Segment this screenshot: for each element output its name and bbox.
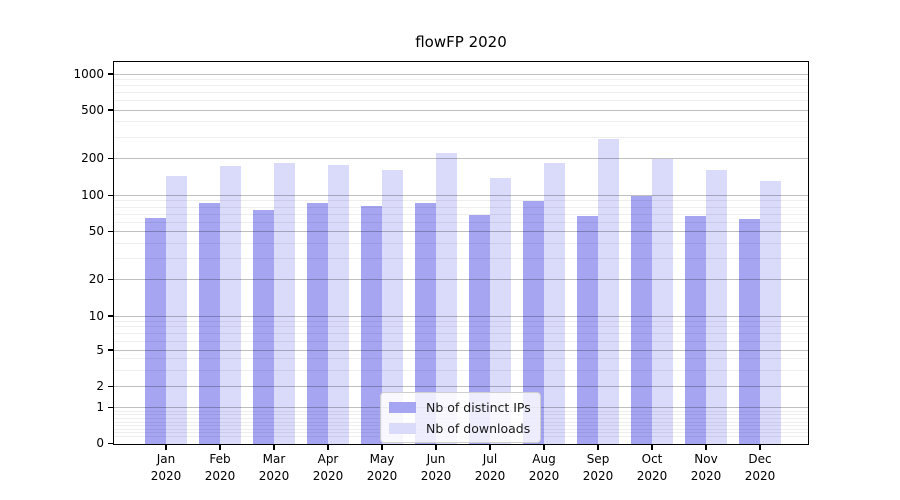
y-tick-label-5: 5 [96,342,104,357]
bar-downloads-jan [166,175,187,445]
y-tick-20 [107,278,113,281]
x-tick-label-oct: Oct 2020 [636,452,668,483]
bar-distinct-ips-dec [739,219,760,445]
y-tick-5 [107,349,113,351]
bar-distinct-ips-may [361,205,382,445]
x-tick-label-apr: Apr 2020 [312,452,344,483]
bar-downloads-jun [436,152,457,445]
legend: Nb of distinct IPs Nb of downloads [380,392,541,443]
bar-distinct-ips-sep [577,215,598,445]
legend-swatch-distinct-ips [389,401,416,413]
bar-distinct-ips-oct [631,195,652,445]
y-tick-10 [107,315,113,317]
y-tick-label-200: 200 [81,151,104,165]
bar-downloads-feb [220,165,241,445]
legend-item-distinct-ips: Nb of distinct IPs [389,398,531,416]
y-tick-0 [107,442,113,445]
y-tick-label-50: 50 [88,224,104,238]
bar-distinct-ips-mar [253,209,274,445]
y-tick-200 [107,157,113,160]
x-tick-label-may: May 2020 [366,452,398,483]
bar-downloads-may [382,170,403,445]
bar-downloads-mar [274,162,295,445]
bar-downloads-aug [544,162,565,445]
x-tick-jul [489,445,491,450]
gridline-y-300 [113,136,809,138]
x-tick-label-aug: Aug 2020 [528,452,560,483]
x-tick-mar [273,445,275,450]
y-tick-label-100: 100 [81,188,104,202]
gridline-y-200 [113,158,809,159]
bar-downloads-nov [706,170,727,445]
y-tick-50 [107,230,113,233]
bar-distinct-ips-apr [307,203,328,445]
legend-item-downloads: Nb of downloads [389,419,531,437]
x-tick-label-sep: Sep 2020 [582,452,614,483]
x-tick-label-jul: Jul 2020 [474,452,506,483]
gridline-y-900 [113,78,809,80]
x-tick-sep [597,445,599,450]
bar-distinct-ips-jan [145,217,166,445]
gridline-y-400 [113,121,809,123]
x-tick-label-jan: Jan 2020 [150,452,182,483]
bar-downloads-sep [598,138,619,445]
x-tick-aug [543,445,545,450]
bar-distinct-ips-aug [523,200,544,445]
bar-downloads-oct [652,159,673,445]
y-tick-label-2: 2 [96,379,104,394]
x-tick-may [381,445,383,450]
bar-distinct-ips-nov [685,215,706,445]
x-tick-nov [705,445,707,450]
y-tick-2 [107,386,113,388]
bar-downloads-dec [760,181,781,445]
bar-downloads-jul [490,177,511,445]
x-tick-jan [165,445,167,450]
y-tick-label-1: 1 [96,400,104,415]
gridline-y-100 [113,195,809,196]
gridline-y-600 [113,100,809,102]
x-tick-jun [435,445,437,450]
x-tick-feb [219,445,221,450]
gridline-y-90 [113,200,809,202]
gridline-y-1000 [113,73,809,75]
bar-downloads-apr [328,165,349,445]
gridline-y-500 [113,109,809,111]
x-tick-label-nov: Nov 2020 [690,452,722,483]
y-tick-1000 [107,73,113,75]
gridline-y-800 [113,85,809,87]
gridline-y-700 [113,92,809,94]
legend-label-distinct-ips: Nb of distinct IPs [426,399,531,415]
x-tick-label-feb: Feb 2020 [204,452,236,483]
x-tick-label-dec: Dec 2020 [744,452,776,483]
bar-distinct-ips-feb [199,202,220,445]
y-tick-label-0: 0 [96,436,104,450]
y-tick-label-20: 20 [88,272,104,286]
bar-distinct-ips-jul [469,214,490,445]
x-tick-apr [327,445,329,450]
y-tick-label-500: 500 [81,102,104,117]
plot-area [113,61,809,445]
y-tick-100 [107,194,113,197]
legend-label-downloads: Nb of downloads [426,420,531,436]
y-tick-500 [107,109,113,111]
bar-distinct-ips-jun [415,203,436,445]
y-tick-label-1000: 1000 [73,66,104,81]
x-tick-oct [651,445,653,450]
chart-title: flowFP 2020 [415,33,507,51]
legend-swatch-downloads [389,422,416,434]
x-tick-dec [759,445,761,450]
x-tick-label-mar: Mar 2020 [258,452,290,483]
x-tick-label-jun: Jun 2020 [420,452,452,483]
y-tick-label-10: 10 [88,308,104,323]
y-tick-1 [107,407,113,409]
